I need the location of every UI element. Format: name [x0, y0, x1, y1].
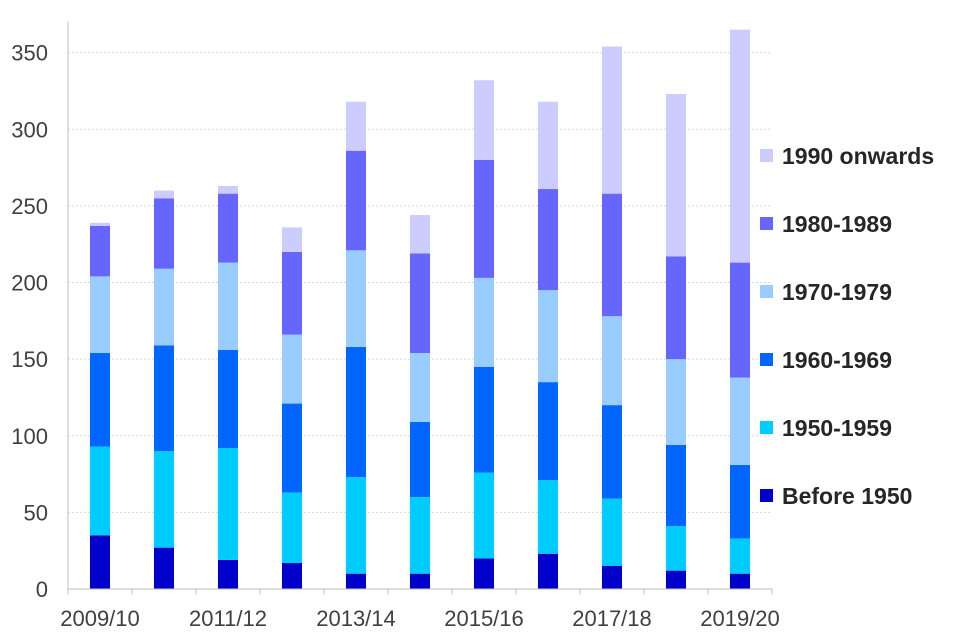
bar-2009-10-1990-onwards	[90, 222, 110, 226]
legend-swatch-before-1950	[760, 489, 773, 502]
bar-2017-18-1970-1979	[602, 316, 622, 406]
bar-2013-14-1990-onwards	[346, 101, 366, 151]
bar-2015-16-1990-onwards	[474, 80, 494, 160]
bar-2014-15-1990-onwards	[410, 215, 430, 254]
bar-2012-13-1970-1979	[282, 334, 302, 404]
bar-2015-16-1960-1969	[474, 366, 494, 473]
bar-2012-13-1950-1959	[282, 492, 302, 563]
bar-2014-15-1980-1989	[410, 253, 430, 354]
bar-2019-20-1970-1979	[730, 377, 750, 465]
bar-2019-20-1960-1969	[730, 464, 750, 539]
bars	[90, 29, 750, 589]
bar-2011-12-1990-onwards	[218, 185, 238, 194]
y-tick-label-200: 200	[11, 271, 48, 296]
y-tick-label-250: 250	[11, 194, 48, 219]
bar-2016-17-1970-1979	[538, 290, 558, 383]
bar-2010-11-1980-1989	[154, 198, 174, 269]
bar-2017-18-1980-1989	[602, 193, 622, 317]
bar-2016-17-1950-1959	[538, 480, 558, 554]
x-tick-label-2009-10: 2009/10	[60, 606, 140, 631]
bar-2015-16-before-1950	[474, 558, 494, 589]
bar-2017-18-1990-onwards	[602, 46, 622, 194]
bar-2013-14-1950-1959	[346, 477, 366, 574]
x-tick-label-2013-14: 2013/14	[316, 606, 396, 631]
legend-label-1960-1969: 1960-1969	[782, 347, 892, 373]
y-tick-label-350: 350	[11, 41, 48, 66]
bar-2011-12-before-1950	[218, 559, 238, 589]
bar-2015-16-1980-1989	[474, 159, 494, 278]
x-tick-label-2015-16: 2015/16	[444, 606, 524, 631]
bar-2019-20-before-1950	[730, 573, 750, 589]
bar-2009-10-1960-1969	[90, 353, 110, 447]
bar-2014-15-1970-1979	[410, 353, 430, 422]
bar-2016-17-1990-onwards	[538, 101, 558, 190]
x-tick-label-2019-20: 2019/20	[700, 606, 780, 631]
bar-2013-14-before-1950	[346, 573, 366, 589]
bar-2016-17-1980-1989	[538, 189, 558, 291]
y-tick-label-50: 50	[24, 500, 48, 525]
bar-2017-18-1960-1969	[602, 405, 622, 499]
bar-2013-14-1980-1989	[346, 150, 366, 251]
bar-2018-19-1980-1989	[666, 256, 686, 360]
legend-swatch-1990-onwards	[760, 149, 773, 162]
bar-2012-13-before-1950	[282, 562, 302, 589]
bar-2012-13-1960-1969	[282, 403, 302, 493]
legend-label-1970-1979: 1970-1979	[782, 279, 892, 305]
bar-2018-19-1950-1959	[666, 526, 686, 571]
legend-swatch-1970-1979	[760, 285, 773, 298]
bar-2014-15-1960-1969	[410, 421, 430, 498]
axes: 0 50 100 150 200 250 300 350 2009/10 2011/12 2013/…	[11, 22, 780, 631]
legend: 1990 onwards 1980-1989 1970-1979 1960-1969 1…	[760, 143, 934, 509]
y-tick-label-100: 100	[11, 424, 48, 449]
bar-2018-19-1970-1979	[666, 359, 686, 445]
legend-label-before-1950: Before 1950	[782, 483, 912, 509]
bar-2014-15-1950-1959	[410, 497, 430, 574]
bar-2010-11-before-1950	[154, 547, 174, 589]
legend-label-1980-1989: 1980-1989	[782, 211, 892, 237]
y-tick-label-0: 0	[36, 577, 48, 602]
bar-2019-20-1990-onwards	[730, 29, 750, 263]
bar-2017-18-before-1950	[602, 566, 622, 589]
legend-swatch-1960-1969	[760, 353, 773, 366]
bar-2015-16-1950-1959	[474, 472, 494, 559]
bar-2015-16-1970-1979	[474, 277, 494, 367]
bar-2012-13-1980-1989	[282, 251, 302, 335]
bar-2019-20-1980-1989	[730, 262, 750, 378]
bar-2018-19-before-1950	[666, 570, 686, 589]
bar-2016-17-1960-1969	[538, 382, 558, 481]
legend-swatch-1950-1959	[760, 421, 773, 434]
bar-2018-19-1960-1969	[666, 444, 686, 527]
legend-swatch-1980-1989	[760, 217, 773, 230]
y-tick-label-300: 300	[11, 117, 48, 142]
bar-2010-11-1950-1959	[154, 451, 174, 548]
x-tick-label-2017-18: 2017/18	[572, 606, 652, 631]
bar-2011-12-1950-1959	[218, 448, 238, 560]
bar-2011-12-1960-1969	[218, 349, 238, 449]
bar-2009-10-1970-1979	[90, 276, 110, 354]
bar-2018-19-1990-onwards	[666, 94, 686, 257]
bar-2010-11-1990-onwards	[154, 190, 174, 199]
bar-2009-10-1980-1989	[90, 225, 110, 277]
legend-label-1990-onwards: 1990 onwards	[782, 143, 934, 169]
bar-2016-17-before-1950	[538, 553, 558, 589]
bar-2010-11-1960-1969	[154, 345, 174, 452]
bar-2009-10-before-1950	[90, 535, 110, 589]
bar-2012-13-1990-onwards	[282, 227, 302, 252]
bar-2013-14-1970-1979	[346, 250, 366, 347]
bar-2010-11-1970-1979	[154, 268, 174, 346]
x-tick-label-2011-12: 2011/12	[189, 606, 267, 631]
legend-label-1950-1959: 1950-1959	[782, 415, 892, 441]
bar-2014-15-before-1950	[410, 573, 430, 589]
bar-2017-18-1950-1959	[602, 498, 622, 567]
bar-2009-10-1950-1959	[90, 446, 110, 536]
y-tick-label-150: 150	[11, 347, 48, 372]
bar-2011-12-1980-1989	[218, 193, 238, 263]
bar-2011-12-1970-1979	[218, 262, 238, 350]
bar-2013-14-1960-1969	[346, 346, 366, 478]
bar-2019-20-1950-1959	[730, 538, 750, 574]
